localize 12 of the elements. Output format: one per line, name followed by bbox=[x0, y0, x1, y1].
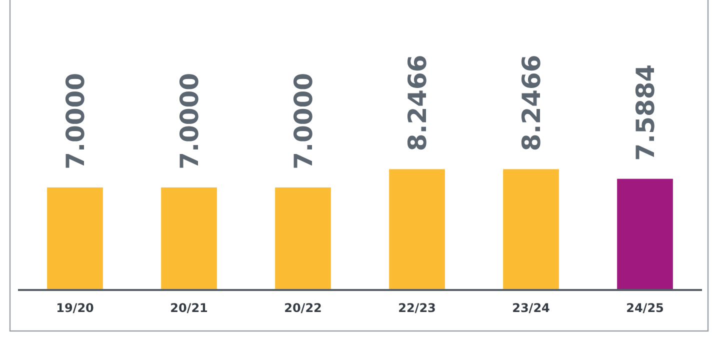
x-tick-label: 23/24 bbox=[512, 301, 550, 315]
x-tick-label: 22/23 bbox=[398, 301, 436, 315]
data-label: 8.2466 bbox=[403, 54, 432, 152]
data-label: 7.0000 bbox=[61, 72, 90, 170]
x-tick-label: 24/25 bbox=[626, 301, 664, 315]
data-label: 8.2466 bbox=[517, 54, 546, 152]
data-label: 7.5884 bbox=[631, 64, 660, 161]
data-label: 7.0000 bbox=[289, 72, 318, 170]
x-tick-label: 20/21 bbox=[170, 301, 208, 315]
data-label: 7.0000 bbox=[175, 72, 204, 170]
x-tick-label: 19/20 bbox=[56, 301, 94, 315]
x-tick-label: 20/22 bbox=[284, 301, 322, 315]
